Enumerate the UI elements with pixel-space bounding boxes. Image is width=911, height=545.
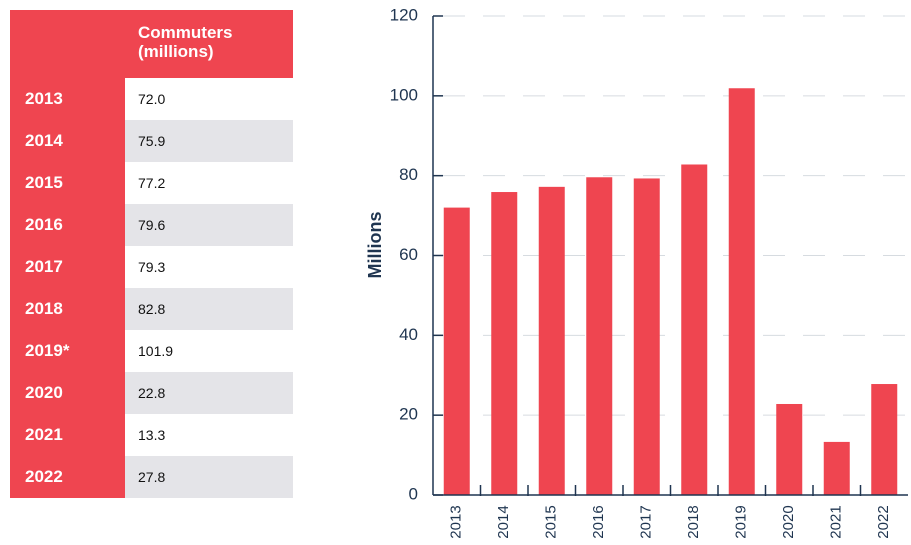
x-tick-label: 2021 — [828, 505, 845, 538]
year-cell: 2021 — [10, 414, 125, 456]
value-cell: 72.0 — [138, 91, 166, 107]
bar — [728, 88, 755, 495]
value-cell: 101.9 — [138, 343, 174, 359]
table-row: 2020 22.8 — [10, 372, 293, 414]
bar — [443, 207, 470, 495]
x-tick-label: 2017 — [638, 505, 655, 538]
header-text: Commuters (millions) — [138, 23, 233, 61]
x-tick-label: 2019 — [733, 505, 750, 538]
value-cell: 79.3 — [138, 259, 166, 275]
year-cell: 2016 — [10, 204, 125, 246]
x-tick-label: 2016 — [590, 505, 607, 538]
bar — [776, 403, 803, 495]
x-tick-label: 2020 — [780, 505, 797, 538]
table-row: 2021 13.3 — [10, 414, 293, 456]
value-cell: 82.8 — [125, 288, 293, 330]
y-tick-label: 100 — [390, 85, 418, 104]
x-tick-label: 2013 — [448, 505, 465, 538]
value-cell: 22.8 — [125, 372, 293, 414]
bar — [633, 178, 660, 496]
y-tick-label: 0 — [409, 484, 418, 503]
year-cell: 2015 — [10, 162, 125, 204]
y-tick-label: 120 — [390, 5, 418, 24]
x-tick-label: 2015 — [543, 505, 560, 538]
value-cell: 77.2 — [138, 175, 166, 191]
y-tick-label: 40 — [399, 325, 418, 344]
x-tick-label: 2022 — [875, 505, 892, 538]
table-row: 2016 79.6 — [10, 204, 293, 246]
x-tick-label: 2014 — [495, 505, 512, 538]
year-cell: 2020 — [10, 372, 125, 414]
value-cell: 79.6 — [125, 204, 293, 246]
year-cell: 2017 — [10, 246, 125, 288]
bar — [823, 441, 850, 495]
year-cell: 2022 — [10, 456, 125, 498]
table-header: Commuters (millions) — [10, 10, 293, 78]
table-row: 2015 77.2 — [10, 162, 293, 204]
y-axis-title: Millions — [365, 212, 385, 279]
bar — [538, 186, 565, 496]
bar — [871, 384, 898, 495]
value-cell: 13.3 — [138, 427, 166, 443]
value-cell: 75.9 — [125, 120, 293, 162]
table-row: 2018 82.8 — [10, 288, 293, 330]
bar — [491, 192, 518, 495]
year-cell: 2018 — [10, 288, 125, 330]
y-tick-label: 60 — [399, 245, 418, 264]
x-tick-label: 2018 — [685, 505, 702, 538]
y-tick-label: 80 — [399, 165, 418, 184]
year-cell: 2019* — [10, 330, 125, 372]
bar — [681, 164, 708, 496]
table-row: 2019* 101.9 — [10, 330, 293, 372]
year-cell: 2013 — [10, 78, 125, 120]
bar — [586, 177, 613, 495]
table-row: 2013 72.0 — [10, 78, 293, 120]
table-row: 2017 79.3 — [10, 246, 293, 288]
y-tick-label: 20 — [399, 405, 418, 424]
year-cell: 2014 — [10, 120, 125, 162]
table-row: 2014 75.9 — [10, 120, 293, 162]
table-row: 2022 27.8 — [10, 456, 293, 498]
value-cell: 27.8 — [125, 456, 293, 498]
